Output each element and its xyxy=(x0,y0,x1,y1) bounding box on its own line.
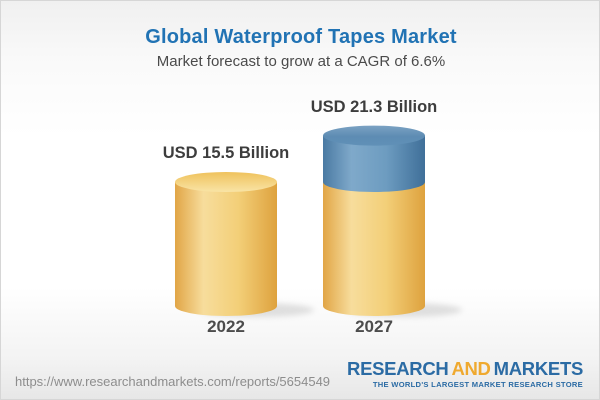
logo-tagline: THE WORLD'S LARGEST MARKET RESEARCH STOR… xyxy=(372,380,583,390)
value-label-2027: USD 21.3 Billion xyxy=(310,97,438,116)
year-label-2027: 2027 xyxy=(355,317,393,336)
research-and-markets-logo: RESEARCH AND MARKETS THE WORLD'S LARGEST M… xyxy=(347,359,583,390)
logo-wordmark: RESEARCH AND MARKETS xyxy=(347,359,583,378)
chart-subtitle: Market forecast to grow at a CAGR of 6.6… xyxy=(156,53,446,70)
year-label-2022: 2022 xyxy=(207,317,245,336)
logo-word-research: RESEARCH xyxy=(347,358,449,379)
logo-word-markets: MARKETS xyxy=(493,358,584,379)
report-url: https://www.researchandmarkets.com/repor… xyxy=(15,374,331,389)
chart-title: Global Waterproof Tapes Market xyxy=(145,26,457,48)
logo-word-and: AND xyxy=(451,358,491,379)
value-label-2022: USD 15.5 Billion xyxy=(162,144,290,162)
